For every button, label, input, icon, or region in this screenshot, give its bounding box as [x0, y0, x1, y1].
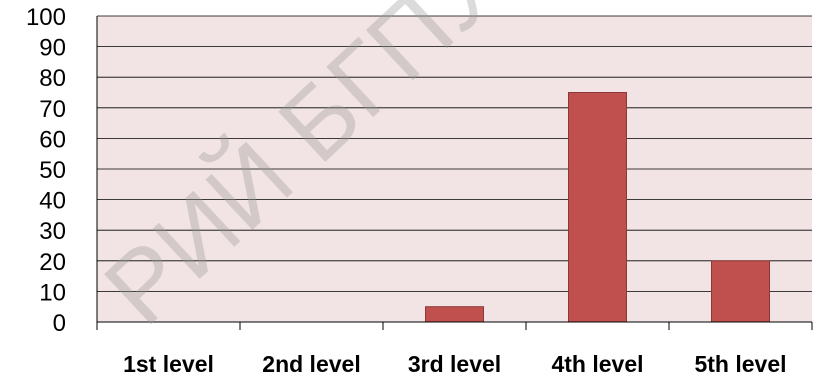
bar-5th-level — [711, 260, 770, 323]
bar-3rd-level — [425, 306, 484, 323]
y-tick-label: 10 — [39, 279, 66, 306]
y-tick-label: 80 — [39, 65, 66, 92]
x-category-label: 2nd level — [262, 351, 360, 377]
y-tick-label: 100 — [26, 4, 66, 31]
x-category-label: 4th level — [551, 351, 643, 377]
y-tick-label: 30 — [39, 218, 66, 245]
bars — [425, 92, 770, 323]
y-tick-label: 40 — [39, 188, 66, 215]
x-category-label: 3rd level — [408, 351, 501, 377]
bar-4th-level — [568, 92, 627, 323]
y-tick-label: 90 — [39, 35, 66, 62]
y-tick-label: 20 — [39, 249, 66, 276]
y-tick-label: 50 — [39, 157, 66, 184]
x-category-label: 1st level — [123, 351, 214, 377]
gridlines — [97, 15, 812, 323]
x-axis: 1st level 2nd level 3rd level 4th level 5th … — [96, 321, 813, 377]
y-tick-label: 60 — [39, 126, 66, 153]
x-category-label: 5th level — [694, 351, 786, 377]
y-tick-label: 70 — [39, 96, 66, 123]
y-axis: 0 10 20 30 40 50 60 70 80 90 100 — [26, 4, 98, 337]
y-tick-label: 0 — [53, 310, 66, 337]
